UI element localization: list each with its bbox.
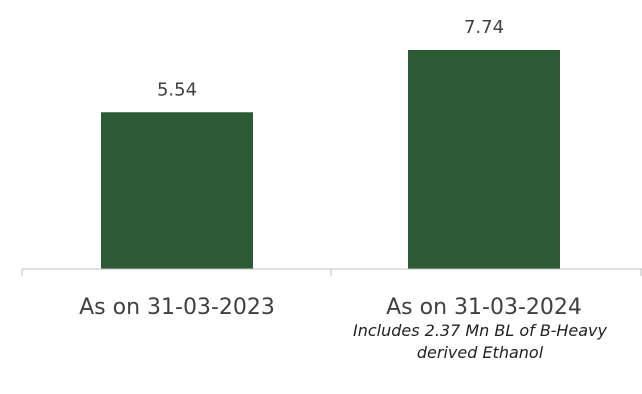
annotation-note: Includes 2.37 Mn BL of B-Heavy derived E… [353,321,607,362]
category-label-2024: As on 31-03-2024 [386,295,582,320]
bar-2 [408,50,560,269]
category-label-2023: As on 31-03-2023 [79,295,275,320]
data-label-2: 7.74 [464,17,504,38]
data-labels-group: 5.54 7.74 [157,17,504,100]
data-label-1: 5.54 [157,79,197,100]
bar-1 [101,112,253,269]
bars-group [101,50,560,269]
